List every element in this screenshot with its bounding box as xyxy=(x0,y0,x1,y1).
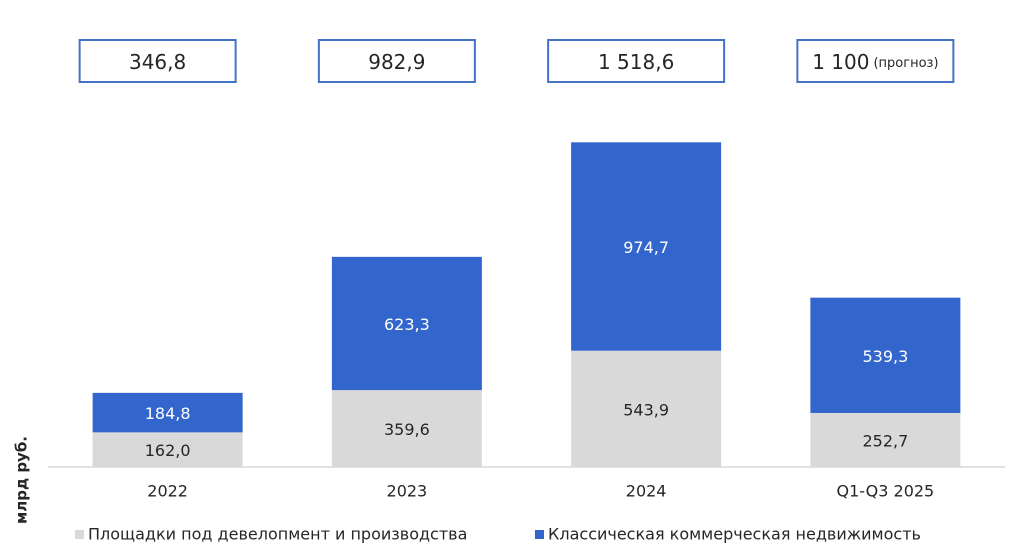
bar-segment xyxy=(571,350,722,467)
data-label: 184,8 xyxy=(145,404,191,423)
legend-label: Классическая коммерческая недвижимость xyxy=(548,525,921,544)
bar-segment xyxy=(331,390,482,467)
total-value: 982,9 xyxy=(368,50,425,74)
total-label: 1 100 (прогноз) xyxy=(812,50,938,74)
total-box xyxy=(317,39,476,83)
total-value: 1 518,6 xyxy=(598,50,674,74)
legend-label: Площадки под девелопмент и производства xyxy=(88,525,467,544)
total-value: 1 100 xyxy=(812,50,869,74)
data-label: 162,0 xyxy=(145,441,191,460)
total-label: 982,9 xyxy=(368,50,425,74)
x-tick-label: 2023 xyxy=(387,482,428,501)
data-label: 539,3 xyxy=(862,347,908,366)
total-box xyxy=(78,39,237,83)
total-value: 346,8 xyxy=(129,50,186,74)
x-tick-label: Q1-Q3 2025 xyxy=(837,482,935,501)
data-label: 974,7 xyxy=(623,238,669,257)
x-tick-label: 2022 xyxy=(147,482,188,501)
y-axis-label: млрд руб. xyxy=(13,436,31,524)
legend-swatch xyxy=(535,530,544,539)
total-label: 346,8 xyxy=(129,50,186,74)
bar-segment xyxy=(331,256,482,391)
x-tick-label: 2024 xyxy=(626,482,667,501)
legend-swatch xyxy=(75,530,84,539)
total-box xyxy=(796,39,955,83)
data-label: 543,9 xyxy=(623,400,669,419)
data-label: 359,6 xyxy=(384,420,430,439)
bar-segment xyxy=(810,297,961,413)
bar-segment xyxy=(92,432,243,467)
total-note: (прогноз) xyxy=(873,56,938,71)
bar-segment xyxy=(92,392,243,433)
total-label: 1 518,6 xyxy=(598,50,674,74)
data-label: 623,3 xyxy=(384,315,430,334)
bar-segment xyxy=(571,142,722,351)
bar-segment xyxy=(810,412,961,467)
total-box xyxy=(547,39,726,83)
data-label: 252,7 xyxy=(862,431,908,450)
